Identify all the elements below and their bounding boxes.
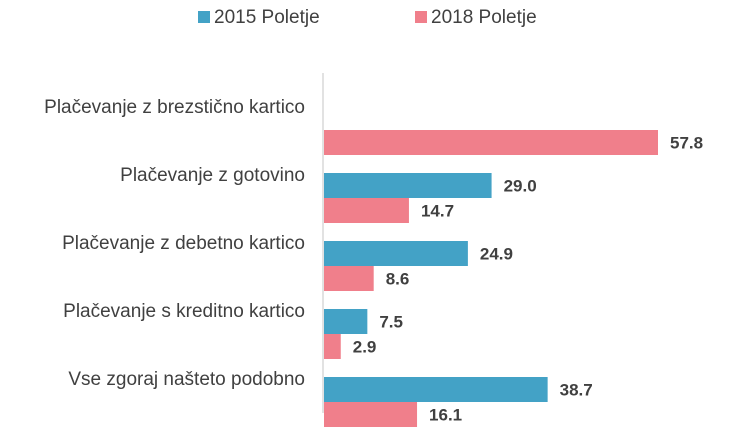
category-label: Plačevanje z brezstično kartico bbox=[44, 97, 305, 118]
legend-label-2018-poletje: 2018 Poletje bbox=[431, 7, 537, 28]
legend: 2015 Poletje 2018 Poletje bbox=[198, 7, 537, 28]
bar-2018-poletje bbox=[324, 402, 418, 427]
category-labels: Plačevanje z brezstično kartico Plačevanj… bbox=[44, 97, 305, 390]
data-label-2018-poletje: 57.8 bbox=[670, 134, 703, 153]
category-label: Plačevanje z gotovino bbox=[120, 165, 305, 186]
category-label: Plačevanje s kreditno kartico bbox=[63, 301, 305, 322]
value-labels: 29.0 24.9 7.5 38.7 57.8 14.7 8.6 2.9 16.1 bbox=[353, 134, 703, 425]
category-label: Vse zgoraj našteto podobno bbox=[68, 369, 305, 390]
bar-2018-poletje bbox=[324, 266, 374, 291]
bar-2018-poletje bbox=[324, 130, 658, 155]
legend-label-2015-poletje: 2015 Poletje bbox=[214, 7, 320, 28]
data-label-2018-poletje: 14.7 bbox=[421, 202, 454, 221]
bar-2015-poletje bbox=[324, 241, 468, 266]
data-label-2018-poletje: 2.9 bbox=[353, 338, 377, 357]
bars bbox=[324, 130, 658, 427]
bar-2015-poletje bbox=[324, 173, 492, 198]
category-label: Plačevanje z debetno kartico bbox=[62, 233, 305, 254]
data-label-2018-poletje: 8.6 bbox=[386, 270, 410, 289]
legend-swatch-2015-poletje bbox=[198, 11, 210, 23]
legend-swatch-2018-poletje bbox=[415, 11, 427, 23]
data-label-2015-poletje: 38.7 bbox=[560, 381, 593, 400]
data-label-2015-poletje: 7.5 bbox=[379, 313, 403, 332]
bar-2018-poletje bbox=[324, 334, 341, 359]
bar-2015-poletje bbox=[324, 377, 548, 402]
bar-2015-poletje bbox=[324, 309, 368, 334]
bar-2018-poletje bbox=[324, 198, 409, 223]
data-label-2015-poletje: 29.0 bbox=[504, 177, 537, 196]
data-label-2015-poletje: 24.9 bbox=[480, 245, 513, 264]
data-label-2018-poletje: 16.1 bbox=[429, 406, 462, 425]
